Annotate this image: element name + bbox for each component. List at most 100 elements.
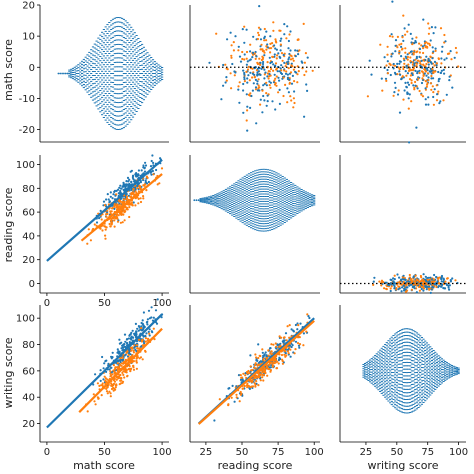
- panel-r2-c0: 20 40 60 80 100 0 50 100: [16, 298, 172, 458]
- residual-point: [418, 280, 421, 284]
- scatter-point: [120, 364, 123, 367]
- scatter-point: [98, 384, 101, 387]
- scatter-point: [126, 338, 129, 341]
- scatter-point: [253, 366, 256, 369]
- scatter-point: [289, 355, 292, 358]
- scatter-point: [104, 228, 107, 231]
- scatter-point: [108, 200, 111, 203]
- residual-point: [405, 284, 408, 287]
- residual-point: [265, 81, 268, 84]
- residual-point: [225, 79, 228, 82]
- residual-point: [442, 99, 445, 102]
- scatter-point: [123, 183, 126, 186]
- residual-point: [294, 49, 297, 52]
- residual-point: [288, 33, 291, 36]
- scatter-point: [278, 356, 281, 359]
- residual-point: [423, 68, 426, 71]
- residual-point: [424, 98, 427, 101]
- residual-point: [255, 122, 258, 125]
- residual-point: [393, 81, 397, 84]
- residual-point: [254, 86, 258, 89]
- scatter-point: [120, 362, 124, 365]
- residual-point: [296, 49, 299, 52]
- scatter-point: [148, 334, 151, 337]
- residual-point: [254, 57, 257, 61]
- residual-point: [396, 93, 400, 96]
- scatter-point: [89, 239, 92, 242]
- scatter-point: [119, 184, 122, 187]
- scatter-point: [130, 349, 133, 352]
- residual-point: [420, 44, 423, 47]
- residual-point: [287, 91, 290, 94]
- residual-point: [437, 284, 441, 288]
- x-tick-label: 50: [98, 447, 111, 458]
- residual-point: [404, 70, 407, 73]
- panel-r2-c1: 25 50 75 100: [189, 305, 324, 458]
- residual-point: [278, 55, 281, 58]
- residual-point: [282, 53, 285, 57]
- scatter-point: [99, 369, 102, 372]
- residual-point: [225, 67, 228, 70]
- scatter-point: [278, 345, 281, 348]
- residual-point: [410, 281, 413, 284]
- residual-point: [262, 84, 265, 87]
- scatter-point: [155, 168, 158, 172]
- scatter-point: [151, 169, 154, 173]
- residual-point: [287, 60, 290, 63]
- residual-point: [290, 62, 293, 65]
- residual-point: [262, 60, 265, 64]
- residual-point: [415, 51, 418, 54]
- scatter-point: [144, 183, 147, 186]
- fit-line: [46, 313, 163, 429]
- scatter-point: [109, 370, 112, 373]
- scatter-point: [125, 368, 128, 371]
- scatter-point: [128, 206, 131, 209]
- scatter-point: [113, 225, 116, 228]
- scatter-point: [96, 382, 99, 385]
- residual-point: [293, 90, 296, 93]
- scatter-point: [242, 372, 245, 375]
- residual-point: [232, 49, 235, 52]
- scatter-point: [259, 354, 262, 358]
- residual-point: [421, 282, 424, 286]
- residual-point: [280, 52, 284, 55]
- residual-point: [420, 81, 424, 85]
- residual-point: [428, 27, 431, 30]
- scatter-point: [127, 354, 130, 357]
- residual-point: [293, 101, 296, 105]
- residual-point: [269, 51, 272, 54]
- residual-point: [403, 287, 406, 290]
- scatter-point: [125, 197, 129, 200]
- scatter-point: [132, 351, 135, 354]
- residual-point: [408, 141, 411, 144]
- residual-point: [272, 69, 275, 72]
- scatter-point: [109, 212, 112, 215]
- residual-point: [422, 289, 425, 292]
- residual-point: [391, 0, 394, 3]
- scatter-point: [144, 164, 148, 167]
- scatter-point: [153, 338, 156, 341]
- residual-point: [425, 85, 428, 88]
- scatter-point: [239, 390, 242, 394]
- scatter-point: [274, 342, 277, 345]
- residual-point: [398, 287, 401, 290]
- scatter-point: [235, 393, 238, 396]
- residual-point: [405, 85, 408, 88]
- residual-point: [427, 59, 430, 63]
- scatter-point: [143, 170, 147, 173]
- residual-point: [394, 73, 397, 76]
- residual-point: [415, 126, 418, 129]
- residual-point: [269, 81, 272, 84]
- residual-point: [417, 77, 420, 80]
- residual-point: [425, 55, 428, 58]
- residual-point: [417, 279, 420, 282]
- residual-point: [273, 83, 277, 86]
- residual-point: [400, 290, 403, 293]
- scatter-point: [142, 184, 145, 187]
- scatter-point: [126, 176, 130, 179]
- scatter-point: [121, 213, 125, 216]
- scatter-point: [143, 342, 146, 345]
- scatter-point: [105, 390, 109, 393]
- residual-point: [263, 73, 266, 76]
- residual-point: [431, 286, 434, 289]
